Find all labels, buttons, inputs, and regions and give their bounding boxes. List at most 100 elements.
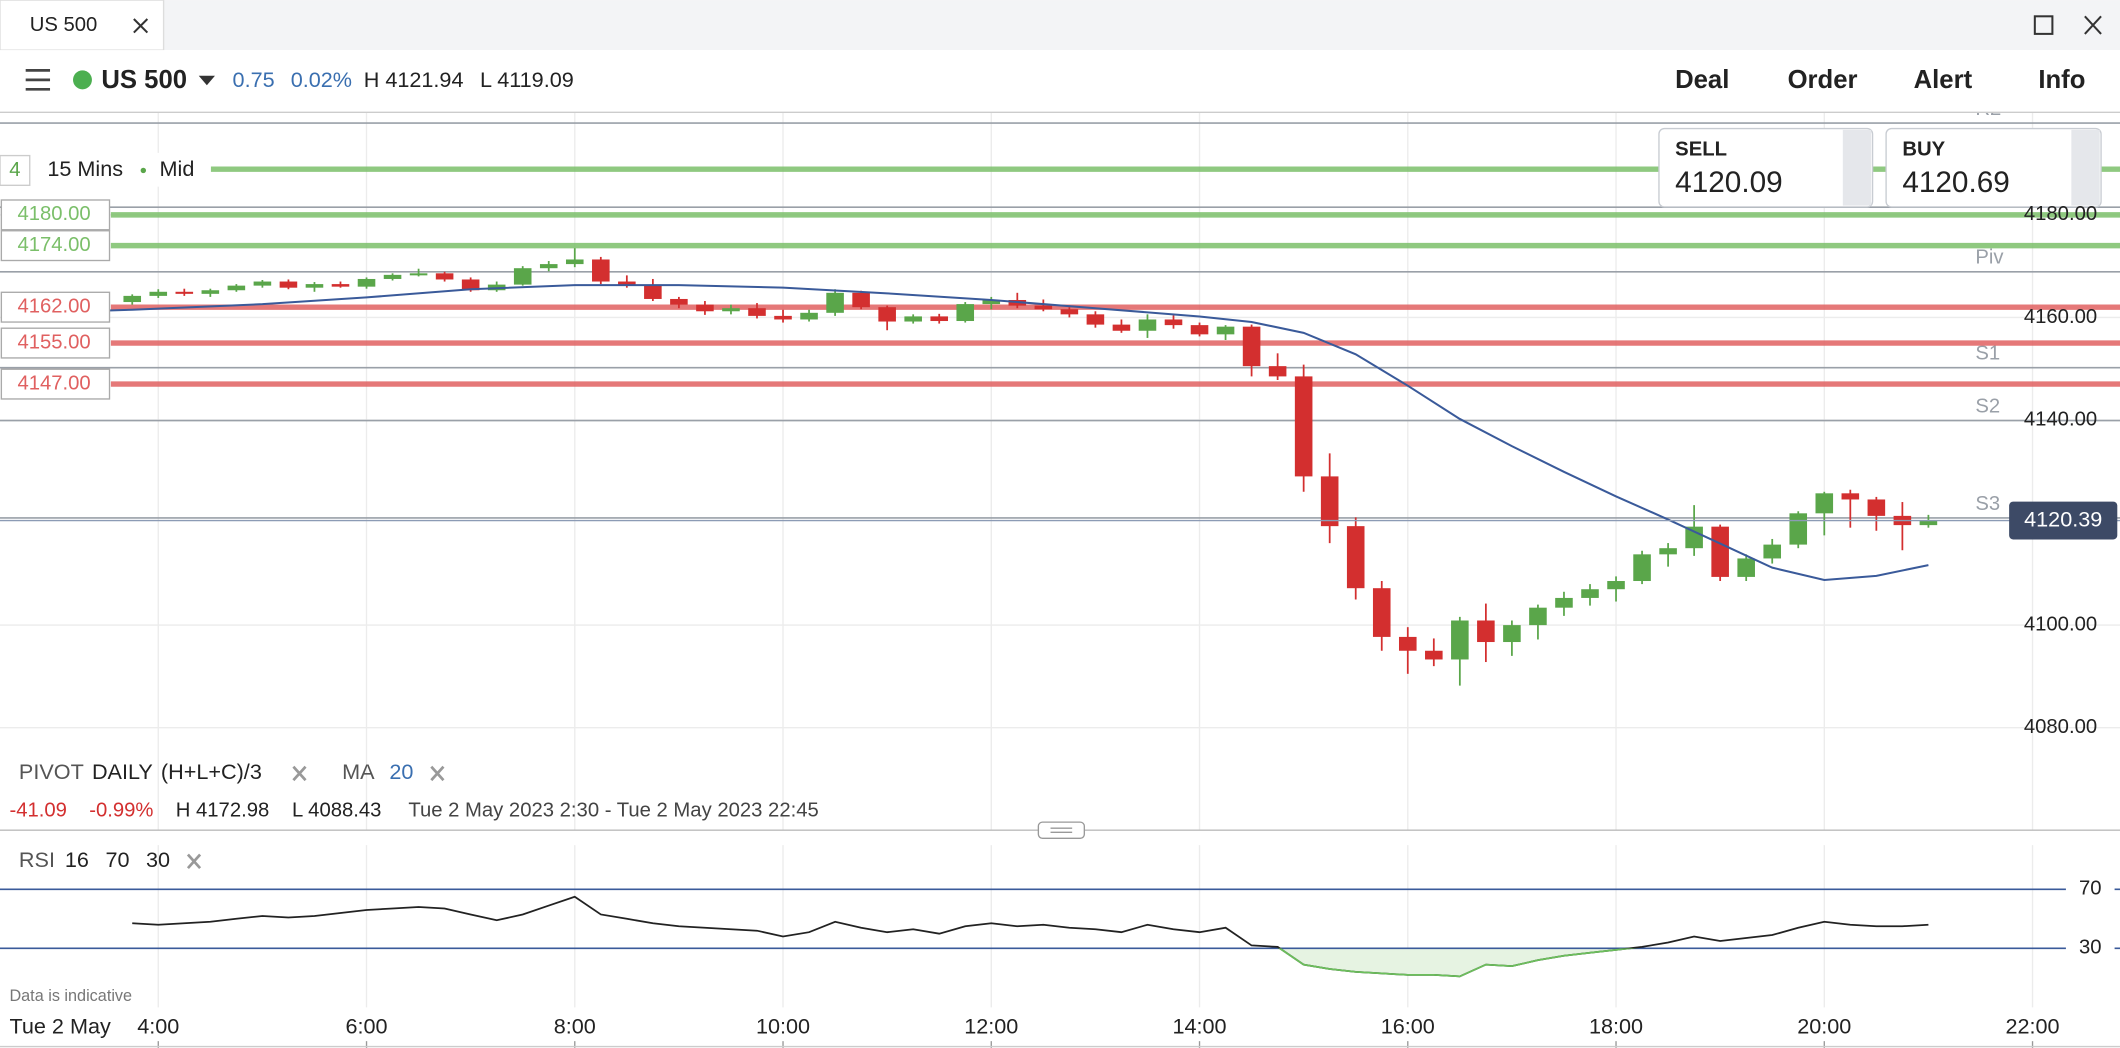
session-high: H 4172.98 [176,800,270,822]
level-label-box [0,327,111,359]
x-tick-label: 14:00 [1172,1013,1226,1038]
pivot-formula[interactable]: (H+L+C)/3 [161,759,262,784]
candle-body [305,284,324,288]
ma-period[interactable]: 20 [389,759,413,784]
buy-price[interactable]: 4120.69 [1902,166,2009,199]
candle-body [1112,324,1131,331]
candle-body [1451,620,1469,660]
candle-body [1607,581,1625,590]
count-box[interactable] [0,154,31,186]
rsi-upper[interactable]: 70 [105,847,129,872]
candle-body [1372,588,1391,637]
candle-body [1060,309,1079,315]
ma-remove[interactable] [430,765,445,782]
rsi-lower[interactable]: 30 [146,847,170,872]
tab-close[interactable] [133,18,149,34]
candle-body [1581,589,1599,598]
candle-body [1477,620,1495,643]
window-bar [0,0,2120,51]
candle-body [1398,636,1417,651]
candle-body [722,308,740,312]
candle-body [1555,597,1573,608]
candle-body [565,259,584,265]
candle-body [1737,558,1755,577]
candle-body [1763,544,1782,559]
high: H 4121.94 [364,67,464,92]
candle-body [1242,326,1261,367]
order-button[interactable]: Order [1788,66,1858,94]
tab[interactable] [0,0,165,51]
tab-title[interactable]: US 500 [30,14,98,36]
alert-button[interactable]: Alert [1914,66,1973,94]
change-pct: 0.02% [291,67,352,92]
candle-body [930,316,949,322]
candle-body [201,290,220,294]
candle-body [435,273,454,280]
interval[interactable]: 15 Mins [47,156,123,181]
buy-box[interactable] [1885,127,2102,208]
pivot-remove[interactable] [292,765,307,782]
pivot-label: S1 [1975,343,2000,365]
buy-label[interactable]: BUY [1902,139,1945,161]
level-label: 4174.00 [17,234,90,256]
deal-button[interactable]: Deal [1675,66,1729,94]
candle-body [331,284,350,287]
candle-body [1789,513,1808,545]
instrument-caret[interactable] [198,75,215,86]
maximize[interactable] [2033,15,2054,35]
x-tick-label: 22:00 [2005,1013,2059,1038]
candle-body [878,307,896,322]
x-tick-label: 8:00 [554,1013,596,1038]
candle-body [1633,554,1651,582]
sell-price[interactable]: 4120.09 [1675,166,1782,199]
candle-body [279,281,298,288]
candle-body [1164,319,1183,326]
session-change: -41.09 [9,800,66,822]
instrument[interactable]: US 500 [101,66,187,94]
level-label: 4147.00 [17,372,90,394]
y-tick-label: 4180.00 [2024,203,2097,225]
rsi-tick-label: 70 [2079,878,2102,900]
price-type[interactable]: Mid [160,156,195,181]
toolbar [0,50,2120,113]
candle-body [800,312,818,320]
close[interactable] [2084,15,2102,35]
menu[interactable] [25,69,51,91]
resize-handle[interactable] [1037,821,1086,840]
pivot-label: Piv [1975,247,2004,269]
status-dot [73,70,92,90]
candle-body [1659,548,1677,555]
level-label: 4155.00 [17,331,90,353]
rsi-tick-bg [2065,936,2115,961]
y-tick-label: 4140.00 [2024,408,2097,430]
pivot-label[interactable]: PIVOT [19,759,84,784]
resize-grip[interactable] [1050,827,1073,833]
info-button[interactable]: Info [2038,66,2085,94]
pivot-period[interactable]: DAILY [92,759,153,784]
sell-box[interactable] [1658,127,1874,208]
y-tick-label: 4160.00 [2024,306,2097,328]
candle-body [618,281,636,286]
candle-body [1320,476,1339,527]
candle-body [1216,326,1235,335]
current-price-label: 4120.39 [2024,506,2102,531]
date-label: Tue 2 May [9,1013,111,1038]
rsi-remove[interactable] [186,853,202,869]
candle-body [852,292,870,308]
rsi-label[interactable]: RSI [19,847,55,872]
candle-body [513,268,532,285]
count[interactable]: 4 [9,159,20,181]
candle-body [670,298,688,305]
x-tick-label: 18:00 [1589,1013,1643,1038]
settings-row [0,152,211,187]
ma-label[interactable]: MA [342,759,375,784]
level-label-box [0,368,111,400]
level-label: 4162.00 [17,296,90,318]
candle-body [149,291,168,296]
x-tick-label: 20:00 [1797,1013,1851,1038]
rsi-period[interactable]: 16 [65,847,89,872]
data-note: Data is indicative [9,987,132,1005]
moving-average [1,284,1929,581]
sell-label[interactable]: SELL [1675,139,1727,161]
